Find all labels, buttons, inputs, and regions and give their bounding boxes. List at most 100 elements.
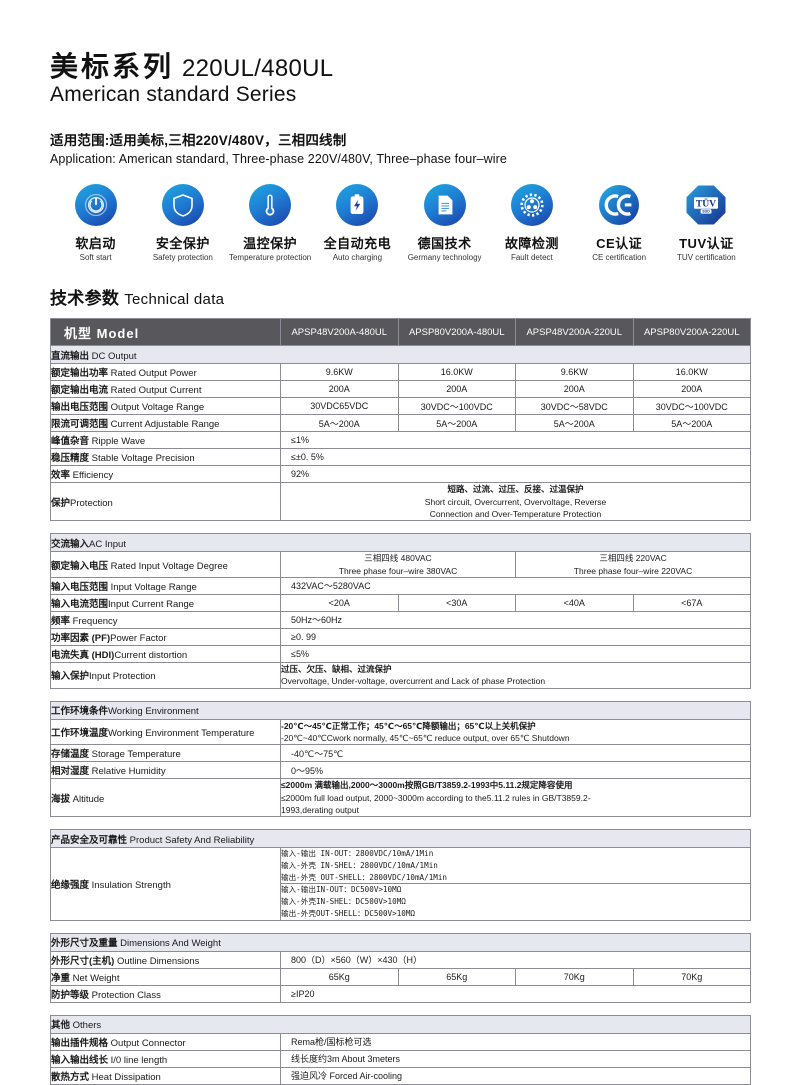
row-label: 防护等级 Protection Class [50,984,281,1003]
feature-item: TÜV SÜD TUV认证 TUV certification [663,184,750,262]
table-row: 稳压精度 Stable Voltage Precision ≤±0. 5% [50,448,751,467]
row-label-en: Stable Voltage Precision [91,453,195,465]
table-row: 额定输入电压 Rated Input Voltage Degree 三相四线 4… [50,551,752,578]
table-row: 防护等级 Protection Class ≥IP20 [50,984,752,1003]
feature-label-en: Auto charging [332,253,383,263]
spacer [50,921,750,933]
row-value: 16.0KW [397,363,516,382]
row-value: ≤±0. 5% [280,448,751,467]
model-name-cell: APSP48V200A-480UL [280,318,399,347]
row-label-en: Current Adjustable Range [110,419,220,431]
feature-item: 故障检测 Fault detect [488,184,575,262]
row-label-cn: 海拔 [51,793,71,805]
tuv-mark-icon: TÜV SÜD [685,184,727,226]
row-label-cn: 电流失真 (HDI) [51,649,115,661]
section-title-cell: 产品安全及可靠性 Product Safety And Reliability [50,829,751,849]
table-row: 额定输出功率 Rated Output Power 9.6KW 16.0KW 9… [50,363,751,382]
svg-text:SÜD: SÜD [703,209,711,214]
table-row: 电流失真 (HDI)Current distortion ≤5% [50,644,752,663]
row-value: 9.6KW [515,363,634,382]
row-value: ≤1% [280,431,751,450]
row-label: 稳压精度 Stable Voltage Precision [50,448,281,467]
row-label-en: Insulation Strength [91,879,171,891]
row-label-cn: 防护等级 [51,989,90,1001]
table-row: 输入-输出IN-OUT：DC500V>10MΩ 输入-外壳IN-SHEL：DC5… [51,883,751,921]
feature-label-en: Temperature protection [228,253,312,263]
table-row: 外形尺寸(主机) Outline Dimensions 800（D）×560（W… [50,950,752,969]
feature-label-cn: 故障检测 [504,236,559,252]
section-title-cell: 直流输出 DC Output [50,345,751,365]
table-ac-input: 交流输入AC Input 额定输入电压 Rated Input Voltage … [49,533,752,689]
protection-line: Short circuit, Overcurrent, Overvoltage,… [424,496,607,507]
row-label-en: Input Current Range [108,598,195,610]
tech-heading-cn: 技术参数 [50,289,120,309]
row-label: 输出电压范围 Output Voltage Range [50,397,281,416]
table-row: 散热方式 Heat Dissipation 强迫风冷 Forced Air-co… [50,1066,752,1085]
row-value: ≥0. 99 [279,627,752,646]
insulation-block-ac: 输入-输出 IN-OUT：2800VDC/10mA/1Min 输入-外壳 IN-… [280,847,751,885]
row-label-en: Protection [70,497,113,509]
section-row: 外形尺寸及重量 Dimensions And Weight [49,932,752,952]
feature-label-cn: 德国技术 [417,236,472,252]
row-value: ≥IP20 [279,984,752,1003]
application-en: Application: American standard, Three-ph… [50,152,507,167]
table-working-environment: 工作环境条件Working Environment 工作环境温度Working … [50,700,751,818]
row-value: 5A～200A [515,414,634,433]
spacer [50,521,750,533]
section-title-cell: 交流输入AC Input [49,533,752,553]
row-value-multiline: 过压、欠压、缺相、过流保护 Overvoltage, Under-voltage… [279,661,752,689]
insulation-line: 输入-输出IN-OUT：DC500V>10MΩ [281,885,402,895]
row-label: 绝缘强度 Insulation Strength [50,847,281,921]
row-value: 200A [280,380,399,399]
feature-label-cn: 安全保护 [155,236,210,252]
feature-label-cn: 全自动充电 [323,236,392,252]
table-others: 其他 Others 输出插件规格 Output Connector Rema枪/… [49,1014,752,1085]
model-name-cell: APSP48V200A-220UL [515,318,634,347]
section-row: 产品安全及可靠性 Product Safety And Reliability [50,829,751,849]
row-value: 50Hz～60Hz [279,610,752,629]
row-value: 432VAC～5280VAC [279,576,752,595]
row-label-cn: 外形尺寸(主机) [51,955,115,967]
row-label: 存储温度 Storage Temperature [50,744,281,763]
section-title-en: Dimensions And Weight [120,938,221,950]
insulation-line: 输入-外壳IN-SHEL：DC500V>10MΩ [281,897,406,907]
row-label-cn: 输入输出线长 [51,1054,109,1066]
row-value-multiline: 短路、过流、过压、反接、过温保护 Short circuit, Overcurr… [280,482,751,522]
model-name-cell: APSP80V200A-220UL [632,318,751,347]
section-title-cn: 交流输入 [51,538,90,550]
row-label: 电流失真 (HDI)Current distortion [50,644,281,663]
table-dc-output: 机型 Model APSP48V200A-480UL APSP80V200A-4… [50,318,751,522]
row-label-en: Output Voltage Range [110,402,205,414]
row-label-en: Ripple Wave [91,436,146,448]
tech-heading-en: Technical data [124,291,225,309]
row-value: 30VDC～100VDC [397,397,516,416]
row-value: 0～95% [280,761,751,780]
env-temp-line: -20℃~40℃Cwork normally, 45℃~65℃ reduce o… [281,732,570,743]
protection-line: 短路、过流、过压、反接、过温保护 [447,484,584,495]
row-value: Rema枪/国标枪可选 [279,1032,752,1051]
model-header-cn: 机型 [64,325,93,341]
section-title-cn: 直流输出 [51,350,90,362]
title-model: 220UL/480UL [182,55,334,82]
section-title-cn: 产品安全及可靠性 [51,834,128,846]
application-cn: 适用范围:适用美标,三相220V/480V，三相四线制 [50,133,347,149]
row-label-en: Rated Output Power [110,368,197,380]
row-value: 65Kg [397,967,516,986]
row-label-cn: 输出插件规格 [51,1037,109,1049]
feature-label-cn: TUV认证 [679,236,734,252]
row-value-multiline: -20℃～45℃正常工作；45℃～65℃降额输出；65℃以上关机保护 -20℃~… [280,718,751,746]
row-label-cn: 散热方式 [51,1071,90,1083]
table-row: 限流可调范围 Current Adjustable Range 5A～200A … [50,414,751,433]
row-label-en: Input Voltage Range [110,581,197,593]
feature-item: 温控保护 Temperature protection [227,184,314,262]
altitude-line: 1993,derating output [281,804,359,815]
row-label-en: Rated Input Voltage Degree [110,560,228,572]
row-value: <20A [280,593,399,612]
protection-line: Connection and Over-Temperature Protecti… [429,509,602,520]
table-row: 频率 Frequency 50Hz～60Hz [50,610,752,629]
feature-label-en: Fault detect [510,253,553,263]
feature-label-en: Safety protection [152,253,213,263]
feature-label-cn: 软启动 [75,236,116,252]
spacer [50,689,750,701]
row-value: <30A [397,593,516,612]
